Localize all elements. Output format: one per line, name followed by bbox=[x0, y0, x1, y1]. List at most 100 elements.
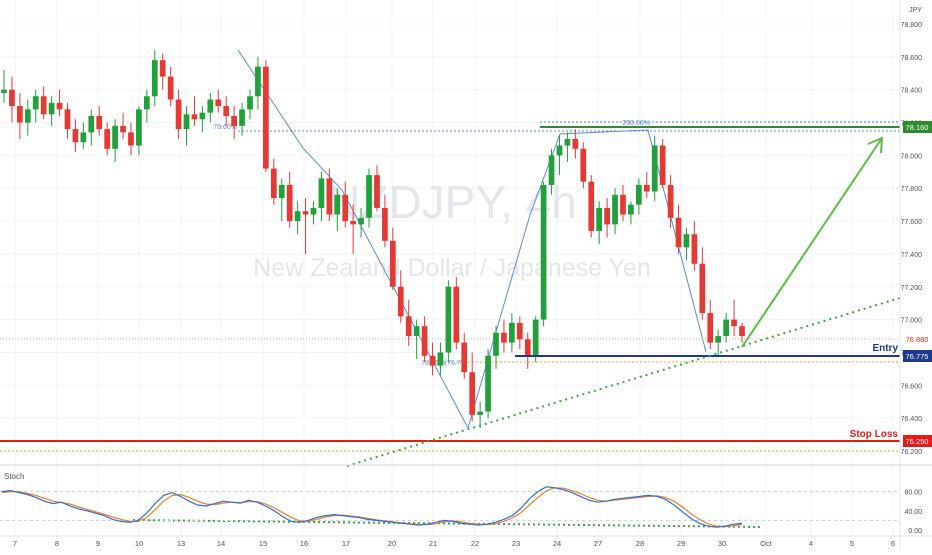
candle-body bbox=[32, 96, 39, 110]
stoch-k-line bbox=[1, 486, 743, 528]
price-tick-label: 78.400 bbox=[901, 88, 923, 95]
watermark-name: New Zealand Dollar / Japanese Yen bbox=[253, 254, 651, 282]
stop-price-text: 76.250 bbox=[906, 437, 929, 446]
abcd-pattern-right bbox=[467, 129, 707, 429]
time-tick-label: 23 bbox=[512, 539, 520, 548]
time-tick-label: 8 bbox=[55, 539, 59, 548]
price-tick-label: 77.600 bbox=[901, 219, 923, 226]
candle-body bbox=[56, 102, 63, 110]
candle-body bbox=[191, 114, 198, 120]
candle-body bbox=[556, 145, 563, 156]
candle-body bbox=[580, 148, 587, 182]
time-tick-label: 5 bbox=[850, 539, 854, 548]
projection-arrowhead bbox=[867, 136, 884, 154]
price-tick-label: 77.000 bbox=[901, 318, 923, 325]
time-tick-label: 7 bbox=[13, 539, 17, 548]
candle-body bbox=[651, 145, 658, 192]
entry-price-tag bbox=[903, 350, 932, 362]
indicator-label: Stoch bbox=[4, 472, 24, 481]
candle-body bbox=[88, 115, 95, 133]
candle-body bbox=[445, 286, 452, 353]
candle-body bbox=[318, 178, 325, 208]
candle-body bbox=[48, 102, 55, 115]
candle-body bbox=[207, 99, 214, 113]
candle-body bbox=[389, 240, 396, 287]
candle-body bbox=[239, 109, 245, 126]
candles bbox=[1, 50, 745, 429]
candle-body bbox=[294, 211, 301, 222]
candle-body bbox=[683, 234, 690, 248]
time-tick-label: 30 bbox=[718, 539, 726, 548]
time-tick-label: Oct bbox=[760, 539, 773, 548]
candle-body bbox=[143, 96, 150, 110]
candle-body bbox=[334, 194, 341, 215]
candle-body bbox=[469, 372, 476, 415]
time-tick-label: 29 bbox=[677, 539, 685, 548]
candle-body bbox=[405, 316, 412, 337]
candle-body bbox=[524, 339, 531, 356]
price-tick-label: 78.800 bbox=[901, 22, 923, 29]
candle-body bbox=[509, 322, 515, 343]
last-price-tag bbox=[903, 333, 932, 345]
candle-body bbox=[278, 184, 285, 199]
time-tick-label: 9 bbox=[96, 539, 100, 548]
price-tags: 76.880 78.160 76.775 76.250 bbox=[903, 121, 932, 447]
candle-body bbox=[564, 138, 571, 146]
candle-body bbox=[231, 115, 237, 126]
candle-body bbox=[120, 125, 126, 133]
candle-body bbox=[493, 332, 499, 356]
candle-body bbox=[477, 411, 483, 415]
candle-body bbox=[350, 221, 357, 225]
candle-body bbox=[1, 89, 7, 93]
candle-body bbox=[429, 355, 436, 366]
stoch-tick-label: 40.00 bbox=[904, 509, 922, 516]
candle-body bbox=[620, 194, 626, 215]
entry-price-text: 76.775 bbox=[906, 352, 929, 361]
candle-body bbox=[183, 114, 190, 130]
projection-arrow-line bbox=[741, 137, 883, 348]
candle-body bbox=[572, 138, 579, 149]
time-tick-label: 14 bbox=[217, 539, 225, 548]
stoch-ticks: 80.00 40.00 0.00 bbox=[904, 490, 922, 535]
candle-body bbox=[159, 60, 166, 77]
candle-body bbox=[17, 106, 23, 123]
stoch-tick-label: 80.00 bbox=[904, 490, 922, 497]
entry-label: Entry bbox=[872, 343, 898, 354]
candle-body bbox=[40, 96, 47, 115]
time-axis[interactable]: 7 8 9 10 13 14 15 16 17 20 21 22 23 24 27 28 29 30 Oct 4 5 6 bbox=[13, 539, 895, 548]
candle-body bbox=[612, 194, 618, 225]
candle-body bbox=[596, 207, 603, 231]
price-tick-label: 76.600 bbox=[901, 383, 923, 390]
stoch-tick-label: 0.00 bbox=[908, 528, 922, 535]
candle-body bbox=[223, 106, 230, 116]
price-tick-label: 77.400 bbox=[901, 252, 923, 259]
trade-levels: Entry Stop Loss bbox=[0, 126, 901, 467]
price-tick-label: 78.000 bbox=[901, 153, 923, 160]
candle-body bbox=[167, 76, 174, 100]
candle-body bbox=[112, 125, 118, 149]
candle-body bbox=[707, 313, 714, 343]
candle-body bbox=[691, 234, 698, 264]
stop-price-tag bbox=[903, 435, 932, 447]
fib-target-label: 200.00% bbox=[622, 120, 650, 127]
candle-body bbox=[374, 175, 380, 208]
candle-body bbox=[675, 217, 682, 248]
time-tick-label: 10 bbox=[135, 539, 143, 548]
target-price-text: 78.160 bbox=[906, 123, 929, 132]
trendline-support bbox=[346, 297, 901, 467]
candle-body bbox=[64, 109, 71, 130]
stoch-d-line bbox=[1, 487, 743, 528]
candle-body bbox=[136, 109, 142, 146]
time-tick-label: 17 bbox=[342, 539, 350, 548]
candle-body bbox=[263, 66, 269, 169]
candle-body bbox=[723, 319, 729, 337]
candle-body bbox=[310, 207, 317, 215]
last-price-text: 76.880 bbox=[906, 335, 929, 344]
time-tick-label: 4 bbox=[809, 539, 813, 548]
candle-body bbox=[72, 129, 79, 143]
candle-body bbox=[731, 319, 737, 327]
time-tick-label: 21 bbox=[429, 539, 437, 548]
price-tick-label: 76.400 bbox=[901, 416, 923, 423]
